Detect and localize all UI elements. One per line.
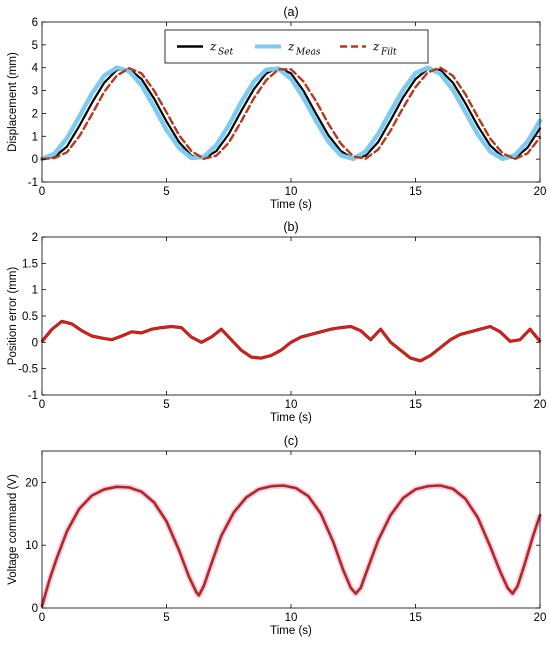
- legend: z Set z Meas z Filt: [164, 29, 429, 64]
- axes-box: [41, 236, 541, 396]
- y-tick-label: 6: [32, 17, 38, 29]
- x-tick-label: 0: [39, 399, 45, 411]
- x-axis-label: Time (s): [270, 625, 312, 637]
- x-tick-label: 20: [534, 399, 547, 411]
- y-axis-label: Position error (mm): [7, 267, 19, 366]
- y-tick-label: 4: [32, 63, 39, 75]
- panel-title: (b): [283, 220, 298, 234]
- chart-panel-c: 0 5 10 15 20 0 10 20 (c) Time (s) Voltage command …: [7, 434, 546, 637]
- x-tick-label: 15: [409, 186, 422, 198]
- y-tick-label: 3: [32, 86, 38, 98]
- x-tick-label: 10: [285, 612, 298, 624]
- x-tick-label: 10: [285, 186, 298, 198]
- series-halo-line: [39, 482, 543, 607]
- legend-label-base: z: [287, 40, 295, 54]
- legend-label-base: z: [372, 40, 380, 54]
- x-tick-label: 20: [534, 612, 547, 624]
- y-tick-label: 1.5: [22, 258, 38, 270]
- legend-label-sub: Set: [218, 48, 233, 58]
- series-line-meas: [39, 65, 543, 162]
- y-axis-label: Displacement (mm): [7, 52, 19, 152]
- x-tick-label: 5: [163, 399, 169, 411]
- x-axis-label: Time (s): [270, 199, 312, 211]
- x-tick-label: 15: [409, 399, 422, 411]
- series-shadow-line: [40, 319, 542, 363]
- y-tick-label: 10: [25, 540, 38, 552]
- legend-label-base: z: [209, 40, 217, 54]
- y-tick-label: 2: [32, 232, 38, 244]
- y-tick-label: 0: [32, 154, 38, 166]
- y-axis-label: Voltage command (V): [7, 474, 19, 585]
- y-tick-label: 1: [32, 131, 38, 143]
- series-line-error: [40, 320, 542, 362]
- panel-title: (a): [283, 5, 298, 19]
- x-tick-label: 5: [163, 186, 169, 198]
- y-tick-label: 2: [32, 108, 38, 120]
- y-tick-label: -1: [28, 177, 38, 189]
- x-tick-label: 10: [285, 399, 298, 411]
- chart-panel-b: 0 5 10 15 20 -1 -0.5 0 0.5 1 1.5 2 (b) Time (s) Positi…: [7, 220, 546, 424]
- series-line-filt: [40, 66, 542, 161]
- y-tick-label: 1: [32, 285, 38, 297]
- y-tick-label: 0: [32, 603, 38, 615]
- x-tick-label: 0: [39, 612, 45, 624]
- x-tick-label: 15: [409, 612, 422, 624]
- y-tick-label: 0.5: [22, 311, 38, 323]
- legend-label-sub: Meas: [295, 48, 321, 58]
- axes-box: [41, 450, 541, 609]
- y-tick-label: 20: [25, 477, 38, 489]
- y-tick-label: 0: [32, 337, 38, 349]
- y-tick-label: 5: [32, 40, 38, 52]
- x-axis-label: Time (s): [270, 412, 312, 424]
- y-tick-label: -0.5: [18, 364, 38, 376]
- series-line-voltage: [40, 484, 542, 608]
- legend-box: [164, 29, 429, 64]
- y-tick-label: -1: [28, 390, 38, 402]
- x-tick-label: 5: [163, 612, 169, 624]
- x-tick-label: 0: [39, 186, 45, 198]
- legend-label-sub: Filt: [380, 48, 397, 58]
- panel-title: (c): [284, 434, 299, 448]
- x-tick-label: 20: [534, 186, 547, 198]
